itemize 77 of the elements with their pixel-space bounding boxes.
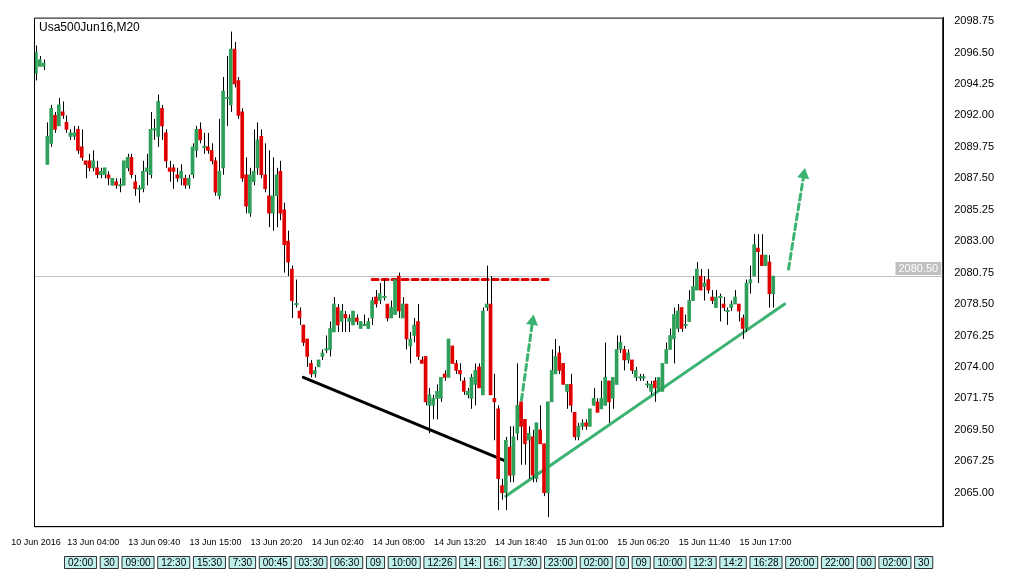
x-tick-label: 13 Jun 09:40 <box>128 537 181 548</box>
candlestick <box>79 128 84 162</box>
y-tick-label: 2067.25 <box>954 454 994 467</box>
candlestick <box>607 380 611 424</box>
y-tick-label: 2065.00 <box>954 485 994 498</box>
x-tick-label: 14 Jun 13:20 <box>433 537 486 548</box>
text: 03:30 <box>298 556 324 568</box>
candlestick <box>771 275 776 309</box>
candlestick <box>198 121 203 144</box>
text: 16:28 <box>753 556 779 568</box>
y-tick-label: 2089.75 <box>954 139 994 152</box>
candlestick <box>53 111 57 134</box>
x-tick-label: 15 Jun 06:20 <box>617 537 670 548</box>
text: 20:00 <box>789 556 815 568</box>
text: 09:00 <box>125 556 151 568</box>
text: 00:45 <box>262 556 289 568</box>
x-tick-label: 10 Jun 2016 <box>11 537 61 548</box>
candlestick <box>473 362 478 406</box>
x-tick-label: 14 Jun 08:00 <box>372 537 425 548</box>
candlestick <box>568 373 573 413</box>
y-tick-label: 2083.00 <box>954 234 994 247</box>
text: 22:00 <box>824 556 851 568</box>
candlestick <box>526 425 531 480</box>
candlestick <box>370 296 374 326</box>
y-tick-label: 2098.75 <box>954 14 994 27</box>
text: 10:00 <box>657 556 683 568</box>
text: 12:26 <box>427 556 453 568</box>
text: 02:00 <box>583 556 610 568</box>
text: 16: <box>487 556 502 568</box>
candlestick <box>431 394 436 420</box>
candlestick <box>599 380 604 410</box>
x-tick-label: 15 Jun 11:40 <box>678 537 731 548</box>
x-tick-label: 15 Jun 01:00 <box>556 537 609 548</box>
y-tick-label: 2085.25 <box>954 202 994 215</box>
text: 06:30 <box>334 556 360 568</box>
text: 30 <box>918 556 930 568</box>
x-tick-label: 15 Jun 17:00 <box>739 537 792 548</box>
candlestick <box>565 383 569 410</box>
text: 00 <box>860 556 873 568</box>
y-tick-label: 2087.50 <box>954 171 994 184</box>
candlestick <box>267 149 271 228</box>
x-tick-label: 13 Jun 20:20 <box>250 537 303 548</box>
y-tick-label: 2076.25 <box>954 328 994 341</box>
candlestick <box>484 265 489 312</box>
text: 02:00 <box>882 556 908 568</box>
chart-title: Usa500Jun16,M20 <box>39 19 141 34</box>
candlestick <box>133 174 138 197</box>
candlestick <box>335 303 340 333</box>
text: 23:00 <box>548 556 574 568</box>
text: 02:00 <box>68 556 94 568</box>
y-tick-label: 2080.75 <box>954 265 994 278</box>
candlestick <box>740 314 745 340</box>
text: 0 <box>619 556 626 568</box>
y-tick-label: 2092.00 <box>954 108 994 121</box>
text: 14: <box>463 556 478 568</box>
text: 15:30 <box>196 556 223 568</box>
ref-line-label: 2080.50 <box>898 261 939 274</box>
y-tick-label: 2071.75 <box>954 391 994 404</box>
x-tick-label: 13 Jun 04:00 <box>67 537 120 548</box>
text: 09 <box>635 556 648 568</box>
text: 10:00 <box>391 556 418 568</box>
text: 7:30 <box>232 556 253 568</box>
text: 09 <box>369 556 382 568</box>
y-tick-label: 2096.50 <box>954 45 994 58</box>
y-tick-label: 2074.00 <box>954 359 994 372</box>
text: 12:3 <box>693 556 714 568</box>
text: 17:30 <box>512 556 538 568</box>
y-tick-label: 2094.25 <box>954 77 994 89</box>
y-tick-label: 2078.50 <box>954 297 994 310</box>
x-tick-label: 14 Jun 18:40 <box>495 537 548 548</box>
x-tick-label: 14 Jun 02:40 <box>311 537 364 548</box>
text: 12:30 <box>161 556 187 568</box>
y-tick-label: 2069.50 <box>954 422 994 435</box>
text: 30 <box>103 556 116 568</box>
text: 14:2 <box>723 556 744 568</box>
candlestick <box>270 156 275 232</box>
x-tick-label: 13 Jun 15:00 <box>189 537 242 548</box>
